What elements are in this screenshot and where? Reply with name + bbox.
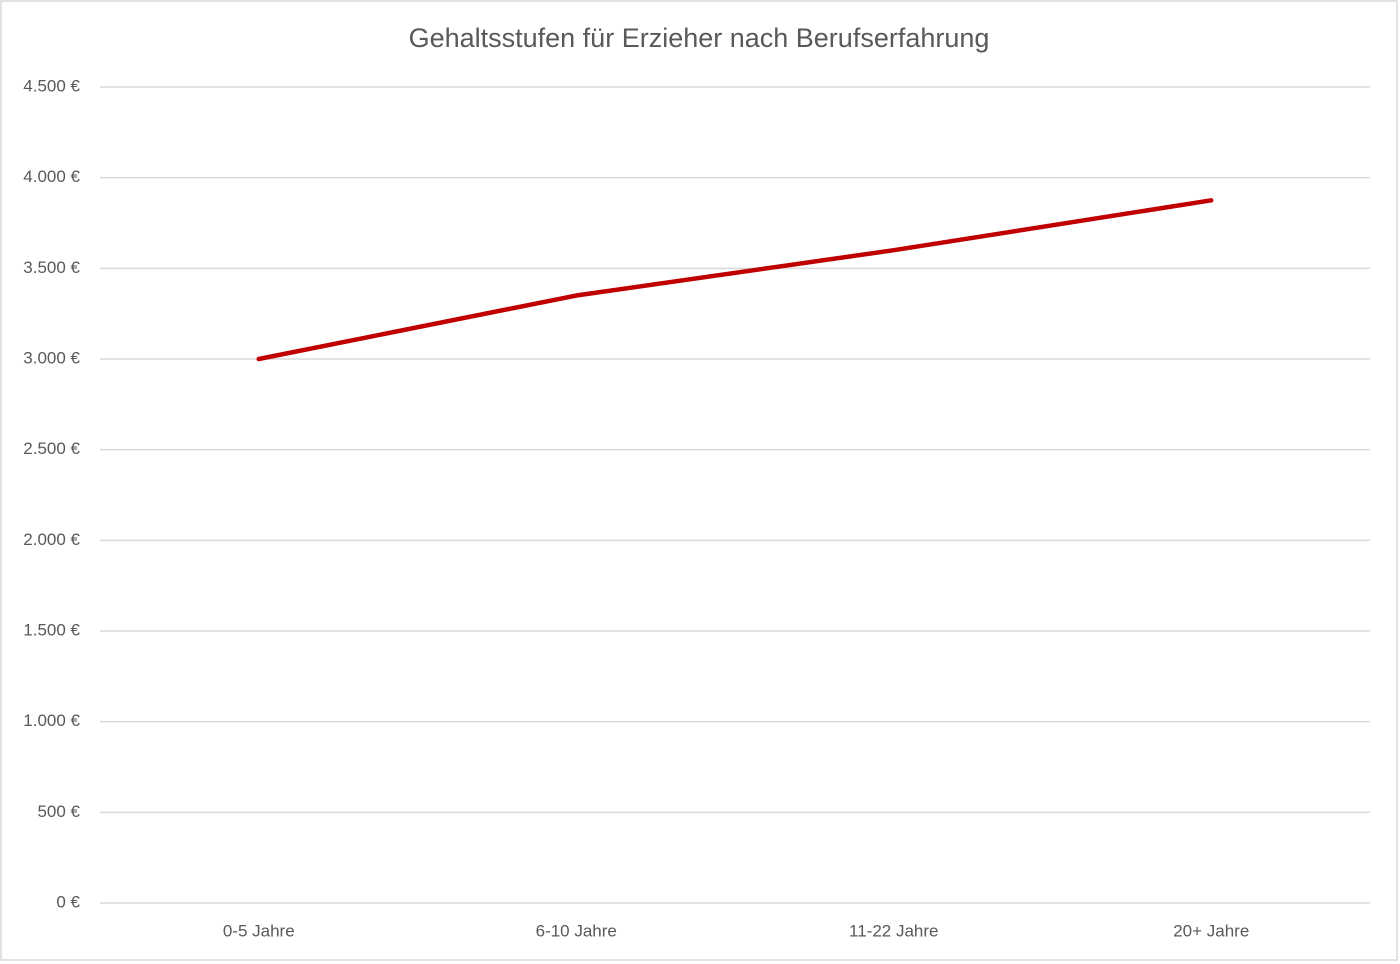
y-tick-label: 2.500 € <box>23 439 80 458</box>
x-tick-label: 6-10 Jahre <box>536 921 617 940</box>
x-tick-label: 20+ Jahre <box>1173 921 1249 940</box>
x-tick-label: 11-22 Jahre <box>849 921 938 940</box>
y-tick-label: 1.000 € <box>23 711 80 730</box>
y-tick-label: 3.500 € <box>23 258 80 277</box>
y-tick-label: 4.000 € <box>23 167 80 186</box>
chart-title: Gehaltsstufen für Erzieher nach Berufser… <box>409 23 990 53</box>
x-tick-label: 0-5 Jahre <box>223 921 295 940</box>
y-tick-label: 4.500 € <box>23 76 80 95</box>
y-tick-label: 2.000 € <box>23 530 80 549</box>
y-tick-label: 500 € <box>37 802 80 821</box>
line <box>256 198 1214 362</box>
y-tick-label: 1.500 € <box>23 620 80 639</box>
y-tick-label: 3.000 € <box>23 348 80 367</box>
y-tick-label: 0 € <box>56 892 80 911</box>
